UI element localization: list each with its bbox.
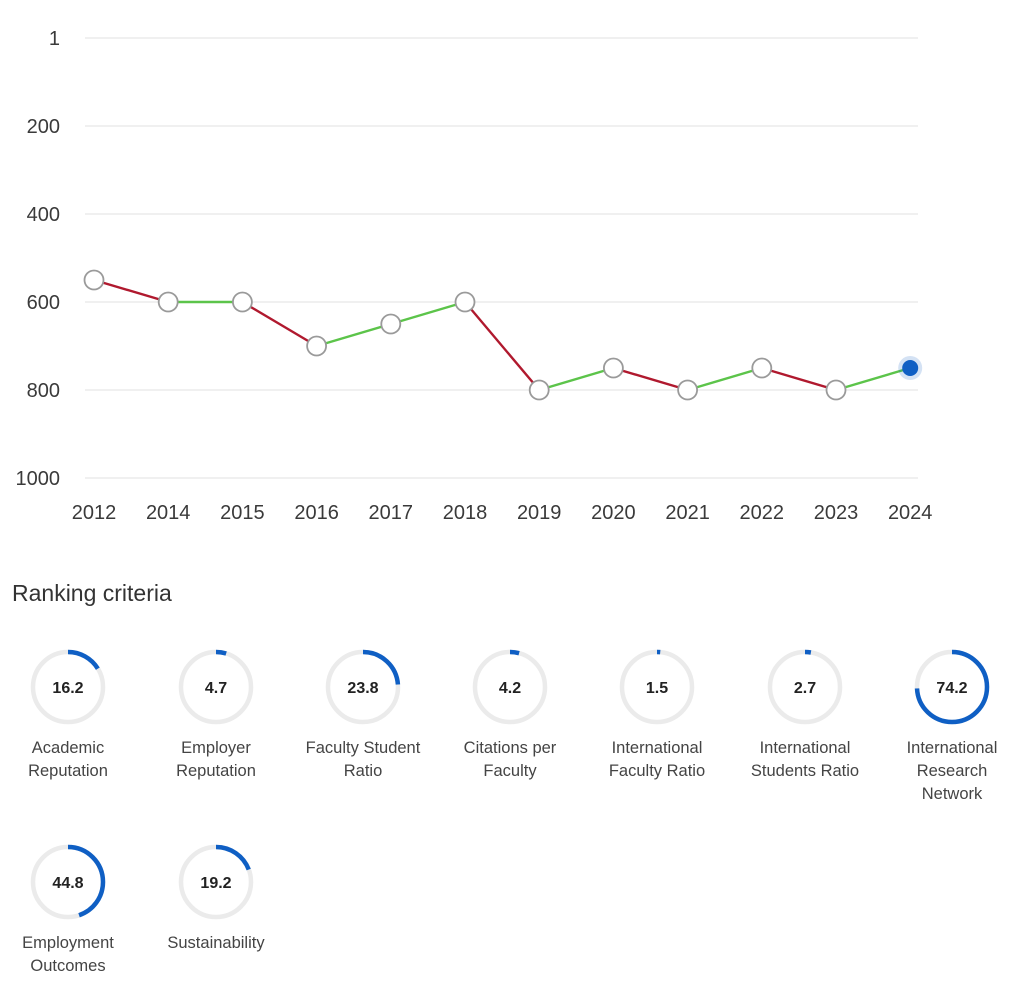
score-ring-progress <box>30 844 106 920</box>
score-ring: 19.2 <box>178 844 254 920</box>
line-segment-up <box>315 322 392 348</box>
x-tick-label: 2023 <box>814 502 859 524</box>
score-ring: 44.8 <box>30 844 106 920</box>
criterion-label: Citations per Faculty <box>463 739 557 780</box>
criterion-score: 19.2 <box>200 875 231 892</box>
score-ring-progress <box>619 649 695 725</box>
line-segment-up <box>686 366 763 392</box>
data-point[interactable] <box>157 291 179 313</box>
criterion-label: Academic Reputation <box>28 739 108 780</box>
criterion-score: 4.2 <box>499 680 521 697</box>
score-ring: 16.2 <box>30 649 106 725</box>
y-tick-label: 1000 <box>16 468 61 490</box>
data-point[interactable] <box>454 291 476 313</box>
score-ring: 2.7 <box>767 649 843 725</box>
score-ring: 74.2 <box>914 649 990 725</box>
criterion-item: 44.8 Employment Outcomes <box>0 840 138 978</box>
criterion-item: 2.7 International Students Ratio <box>735 645 875 783</box>
criterion-score: 44.8 <box>52 875 83 892</box>
score-ring-progress <box>325 649 401 725</box>
y-tick-label: 1 <box>49 28 60 50</box>
x-tick-label: 2015 <box>220 502 265 524</box>
score-ring: 4.7 <box>178 649 254 725</box>
data-point[interactable] <box>231 291 253 313</box>
x-tick-label: 2024 <box>888 502 933 524</box>
line-segment-up <box>834 366 912 392</box>
data-point[interactable] <box>825 379 847 401</box>
criterion-score: 16.2 <box>52 680 83 697</box>
score-ring: 4.2 <box>472 649 548 725</box>
data-point[interactable] <box>380 313 402 335</box>
criterion-item: 1.5 International Faculty Ratio <box>587 645 727 783</box>
y-tick-label: 400 <box>27 204 60 226</box>
ranking-criteria-title: Ranking criteria <box>12 580 172 606</box>
score-ring-progress <box>178 844 254 920</box>
score-ring-progress <box>472 649 548 725</box>
criterion-label: Employment Outcomes <box>22 934 114 975</box>
criterion-item: 16.2 Academic Reputation <box>0 645 138 783</box>
score-ring-progress <box>30 649 106 725</box>
criterion-item: 74.2 International Research Network <box>882 645 1022 806</box>
line-segment-down <box>612 366 689 392</box>
score-ring-progress <box>767 649 843 725</box>
y-tick-label: 200 <box>27 116 60 138</box>
criterion-label: International Faculty Ratio <box>608 739 706 780</box>
x-tick-label: 2019 <box>517 502 562 524</box>
data-point[interactable] <box>306 335 328 357</box>
line-segment-down <box>92 278 170 304</box>
criterion-label: International Students Ratio <box>750 739 860 780</box>
line-segment-up <box>389 300 467 326</box>
line-segment-down <box>463 300 541 392</box>
criterion-score: 1.5 <box>646 680 668 697</box>
criterion-label: Employer Reputation <box>176 739 256 780</box>
score-ring: 23.8 <box>325 649 401 725</box>
data-point[interactable] <box>603 357 624 379</box>
data-point[interactable] <box>751 357 773 379</box>
rank-history-chart: 1 200 400 600 800 1000 2012 2014 2015 2016 2017 201… <box>16 28 933 524</box>
y-tick-label: 800 <box>27 380 60 402</box>
x-tick-label: 2018 <box>443 502 488 524</box>
criterion-score: 2.7 <box>794 680 816 697</box>
criterion-item: 23.8 Faculty Student Ratio <box>293 645 433 783</box>
score-ring-progress <box>178 649 254 725</box>
criterion-label: Sustainability <box>167 934 265 952</box>
line-segment-down <box>760 366 838 392</box>
x-tick-label: 2017 <box>369 502 414 524</box>
criterion-item: 4.7 Employer Reputation <box>146 645 286 783</box>
data-point-current[interactable] <box>902 360 919 376</box>
criterion-label: Faculty Student Ratio <box>305 739 421 780</box>
y-tick-label: 600 <box>27 292 60 314</box>
line-segment-up <box>538 366 615 392</box>
data-point[interactable] <box>677 379 698 401</box>
score-ring: 1.5 <box>619 649 695 725</box>
criterion-item: 4.2 Citations per Faculty <box>440 645 580 783</box>
line-segment-down <box>241 300 318 348</box>
x-tick-label: 2022 <box>740 502 785 524</box>
x-tick-label: 2020 <box>591 502 636 524</box>
x-tick-label: 2016 <box>294 502 339 524</box>
data-point[interactable] <box>528 379 550 401</box>
score-ring-progress <box>914 649 990 725</box>
criterion-score: 74.2 <box>936 680 967 697</box>
x-tick-label: 2014 <box>146 502 191 524</box>
criterion-score: 23.8 <box>347 680 378 697</box>
x-tick-label: 2021 <box>665 502 710 524</box>
criterion-score: 4.7 <box>205 680 227 697</box>
data-point[interactable] <box>83 269 105 291</box>
x-tick-label: 2012 <box>72 502 117 524</box>
criterion-label: International Research Network <box>906 739 998 803</box>
criterion-item: 19.2 Sustainability <box>146 840 286 955</box>
